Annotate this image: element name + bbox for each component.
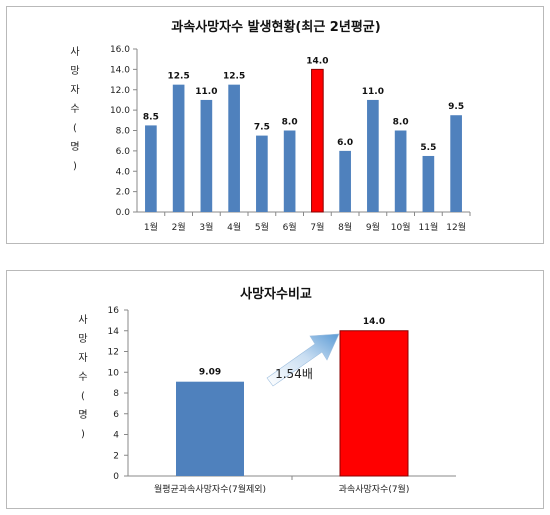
y-tick-label: 0.0 xyxy=(116,208,131,218)
bar xyxy=(176,381,244,476)
y-tick-label: 16 xyxy=(108,306,120,316)
data-label: 8.0 xyxy=(282,118,298,128)
y-tick-label: 4 xyxy=(113,431,119,441)
bar xyxy=(200,99,213,212)
monthly-ylabel-char: 수 xyxy=(70,103,79,115)
bar xyxy=(256,135,268,212)
y-tick-label: 6.0 xyxy=(116,147,131,157)
x-tick-label: 4월 xyxy=(227,221,241,233)
x-tick-label: 8월 xyxy=(338,221,352,233)
x-tick-label: 9월 xyxy=(366,221,380,233)
bar xyxy=(228,84,240,212)
comparison-ylabel-char: 사 xyxy=(78,314,87,326)
y-tick-label: 14.0 xyxy=(110,65,130,75)
x-tick-label: 11월 xyxy=(419,221,439,233)
x-tick-label: 7월 xyxy=(310,221,324,233)
y-tick-label: 12.0 xyxy=(110,86,130,96)
comparison-ylabel-char: 명 xyxy=(78,409,87,421)
data-label: 9.5 xyxy=(448,102,464,112)
monthly-chart-panel: 과속사망자수 발생현황(최근 2년평균) 사 망 자 수 ( 명) 0.0 2.0 4.0 6.0 8… xyxy=(6,6,544,244)
x-tick-label: 1월 xyxy=(144,221,158,233)
bar xyxy=(450,115,462,212)
monthly-ylabel-char: 명 xyxy=(70,141,79,153)
bar xyxy=(311,68,324,213)
monthly-chart: 과속사망자수 발생현황(최근 2년평균) 사망자수 ( 명) 0.0 2.0 4.0 6.0 8… xyxy=(70,19,471,233)
x-tick-label: 6월 xyxy=(283,221,297,233)
data-label: 12.5 xyxy=(223,72,245,82)
data-label: 7.5 xyxy=(254,123,270,133)
growth-arrow-icon xyxy=(266,333,340,387)
bar xyxy=(283,130,296,212)
comparison-ylabel-char: 자 xyxy=(78,352,87,364)
ratio-annotation: 1.54배 xyxy=(275,367,313,381)
chart-title: 과속사망자수 발생현황(최근 2년평균) xyxy=(171,19,380,35)
monthly-ylabel-char: ) xyxy=(73,161,77,172)
data-label: 8.5 xyxy=(143,112,159,122)
y-tick-label: 12 xyxy=(108,348,119,358)
x-tick-label: 10월 xyxy=(391,221,411,233)
bar xyxy=(367,99,379,212)
y-tick-label: 6 xyxy=(113,410,119,420)
bar xyxy=(394,130,407,212)
data-label: 6.0 xyxy=(337,138,353,148)
comparison-ylabel-char: ) xyxy=(81,429,85,440)
monthly-ylabel-char: 사 xyxy=(70,46,79,58)
comparison-ylabel-char: 망 xyxy=(78,333,87,345)
y-tick-label: 0 xyxy=(113,472,119,482)
monthly-ylabel-char: ( xyxy=(73,123,77,134)
bar xyxy=(339,330,409,477)
x-tick-label: 12월 xyxy=(446,221,466,233)
data-label: 5.5 xyxy=(420,143,436,153)
x-tick-label: 2월 xyxy=(172,221,186,233)
bar xyxy=(172,84,185,212)
y-tick-label: 2 xyxy=(113,451,119,461)
comparison-ylabel-char: ( xyxy=(81,391,85,402)
y-tick-label: 14 xyxy=(108,327,120,337)
x-tick-label: 5월 xyxy=(255,221,269,233)
data-label: 8.0 xyxy=(393,118,409,128)
y-tick-label: 2.0 xyxy=(116,188,131,198)
x-tick-label: 월평균과속사망자수(7월제외) xyxy=(154,483,266,495)
data-label: 14.0 xyxy=(363,317,385,327)
monthly-ylabel-char: 자 xyxy=(70,84,79,96)
data-label: 11.0 xyxy=(362,87,384,97)
bar xyxy=(422,155,435,212)
y-tick-label: 10 xyxy=(108,368,120,378)
data-label: 9.09 xyxy=(199,368,221,378)
data-label: 11.0 xyxy=(195,87,217,97)
bar xyxy=(339,150,351,212)
y-tick-label: 16.0 xyxy=(110,45,130,55)
comparison-ylabel-char: 수 xyxy=(78,371,87,383)
bar xyxy=(145,125,157,212)
monthly-ylabel-char: 망 xyxy=(70,65,79,77)
y-tick-label: 10.0 xyxy=(110,106,130,116)
y-tick-label: 4.0 xyxy=(116,167,131,177)
data-label: 14.0 xyxy=(306,56,328,66)
x-tick-label: 3월 xyxy=(199,221,213,233)
y-tick-label: 8.0 xyxy=(116,127,131,137)
x-tick-label: 과속사망자수(7월) xyxy=(339,483,410,495)
y-tick-label: 8 xyxy=(113,389,119,399)
chart-title: 사망자수비교 xyxy=(240,286,312,302)
data-label: 12.5 xyxy=(168,72,190,82)
